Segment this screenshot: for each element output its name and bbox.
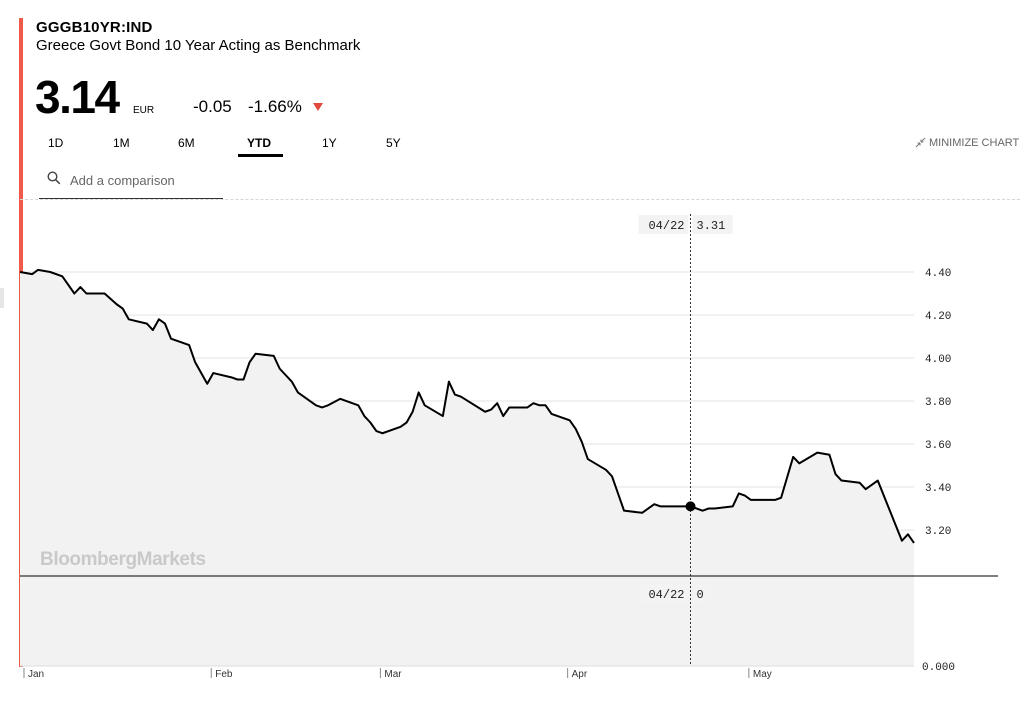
last-price: 3.14 — [35, 71, 120, 123]
price-change-percent: -1.66% — [248, 97, 302, 116]
chart-top-border — [20, 199, 1020, 200]
y-tick-label: 3.60 — [925, 440, 951, 452]
minimize-chart-label: MINIMIZE CHART — [929, 137, 1020, 149]
y-tick-label: 3.80 — [925, 397, 951, 409]
price-currency: EUR — [133, 105, 155, 116]
tab-ytd[interactable]: YTD — [247, 136, 271, 150]
x-tick-label: Mar — [384, 669, 402, 680]
tab-5y[interactable]: 5Y — [386, 136, 401, 150]
crosshair-bottom-label-value: 0 — [697, 588, 704, 602]
tab-1d[interactable]: 1D — [48, 136, 64, 150]
x-tick-label: Feb — [215, 669, 233, 680]
search-icon — [47, 171, 61, 185]
series-line — [19, 268, 915, 544]
minimize-icon — [915, 137, 926, 148]
ticker-symbol: GGGB10YR:IND — [36, 19, 153, 36]
active-tab-indicator — [238, 154, 283, 157]
bloomberg-markets-watermark: BloombergMarkets — [40, 549, 206, 570]
accent-notch — [0, 288, 4, 308]
tab-1m[interactable]: 1M — [113, 136, 130, 150]
price-change: -0.05 — [193, 97, 232, 116]
y-tick-label: 3.40 — [925, 483, 951, 495]
y-tick-label: 4.40 — [925, 268, 951, 280]
y-tick-label: 4.00 — [925, 354, 951, 366]
x-tick-label: May — [753, 669, 772, 680]
crosshair-top-label-date: 04/22 — [648, 219, 684, 233]
y-tick-label: 3.20 — [925, 526, 951, 538]
crosshair-top-label-value-bg — [692, 215, 733, 234]
search-underline — [39, 198, 223, 199]
minimize-chart-button[interactable]: MINIMIZE CHART — [915, 137, 1019, 149]
comparison-search-input[interactable] — [70, 171, 220, 189]
security-name: Greece Govt Bond 10 Year Acting as Bench… — [36, 37, 361, 54]
crosshair-bottom-label-value-bg — [692, 584, 711, 603]
lower-tick-label: 0.000 — [922, 662, 955, 674]
crosshair-top-label-date-bg — [638, 215, 689, 234]
crosshair-bottom-label-date-bg — [638, 584, 689, 603]
crosshair-top-label-value: 3.31 — [697, 219, 726, 233]
tab-6m[interactable]: 6M — [178, 136, 195, 150]
down-arrow-icon — [313, 103, 323, 111]
crosshair-bottom-label-date: 04/22 — [648, 588, 684, 602]
y-tick-label: 4.20 — [925, 311, 951, 323]
crosshair-marker — [685, 501, 696, 512]
tab-1y[interactable]: 1Y — [322, 136, 337, 150]
x-tick-label: Apr — [572, 669, 588, 680]
x-tick-label: Jan — [28, 669, 44, 680]
